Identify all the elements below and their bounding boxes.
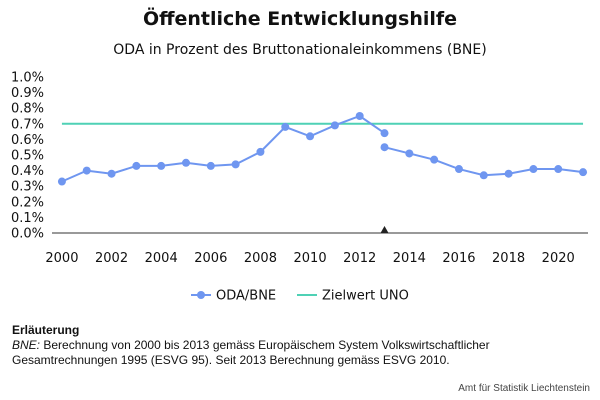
oda-point xyxy=(182,158,190,167)
x-tick-label: 2016 xyxy=(442,251,475,266)
oda-point xyxy=(256,147,265,156)
x-tick-label: 2000 xyxy=(45,251,78,266)
x-tick-label: 2006 xyxy=(194,251,227,266)
note-term: BNE: xyxy=(12,338,41,352)
oda-point xyxy=(82,166,91,175)
y-tick-label: 0.7% xyxy=(11,117,44,132)
x-tick-label: 2020 xyxy=(542,251,575,266)
y-tick-label: 0.2% xyxy=(11,195,44,210)
x-tick-label: 2012 xyxy=(343,251,376,266)
oda-point xyxy=(57,177,66,186)
chart-subtitle: ODA in Prozent des Bruttonationaleinkomm… xyxy=(113,42,487,58)
x-tick-label: 2008 xyxy=(244,251,277,266)
y-tick-label: 0.6% xyxy=(11,133,44,148)
legend-oda-marker xyxy=(197,291,205,299)
oda-point xyxy=(330,121,339,130)
x-tick-label: 2010 xyxy=(294,251,327,266)
oda-point xyxy=(430,155,439,164)
x-tick-label: 2014 xyxy=(393,251,426,266)
oda-point xyxy=(231,160,240,169)
oda-point xyxy=(281,122,290,131)
oda-point xyxy=(107,169,116,178)
oda-point xyxy=(405,149,414,158)
legend-target-label: Zielwert UNO xyxy=(322,289,409,304)
oda-point xyxy=(380,129,389,138)
oda-point xyxy=(355,112,364,120)
oda-point xyxy=(554,165,563,174)
oda-point xyxy=(306,132,315,141)
y-tick-label: 0.4% xyxy=(11,164,44,179)
note-heading: Erläuterung xyxy=(12,323,80,337)
oda-series-line xyxy=(61,114,386,183)
y-tick-label: 1.0% xyxy=(11,71,44,86)
y-tick-label: 0.3% xyxy=(11,180,44,195)
oda-point xyxy=(157,161,166,170)
y-tick-label: 0.8% xyxy=(11,102,44,117)
oda-point xyxy=(504,169,513,178)
y-tick-label: 0.0% xyxy=(11,227,44,242)
y-tick-label: 0.9% xyxy=(11,86,44,101)
x-tick-label: 2002 xyxy=(95,251,128,266)
x-tick-label: 2018 xyxy=(492,251,525,266)
note-body: BNE: Berechnung von 2000 bis 2013 gemäss… xyxy=(12,338,592,368)
oda-point xyxy=(479,171,488,180)
break-marker xyxy=(380,226,389,233)
oda-series-line xyxy=(384,146,584,177)
source-credit: Amt für Statistik Liechtenstein xyxy=(458,383,590,394)
oda-point xyxy=(454,165,463,174)
chart-title: Öffentliche Entwicklungshilfe xyxy=(142,8,458,30)
note-text: Berechnung von 2000 bis 2013 gemäss Euro… xyxy=(12,338,490,367)
oda-point xyxy=(206,161,215,170)
oda-point xyxy=(380,143,389,152)
oda-point xyxy=(132,161,141,170)
legend-oda-label: ODA/BNE xyxy=(216,289,276,304)
oda-point xyxy=(529,165,538,174)
x-tick-label: 2004 xyxy=(145,251,178,266)
explanation-note: Erläuterung BNE: Berechnung von 2000 bis… xyxy=(12,323,592,368)
y-tick-label: 0.5% xyxy=(11,149,44,164)
y-tick-label: 0.1% xyxy=(11,211,44,226)
oda-point xyxy=(579,168,588,177)
